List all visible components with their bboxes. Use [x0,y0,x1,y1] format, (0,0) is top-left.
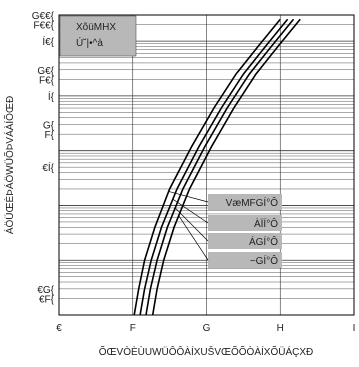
series-leader-line [172,198,209,224]
series-label: VæMFGÍ°Ô [226,196,279,209]
legend: XõüMHX Ú˘|•^à [59,15,137,57]
series-label-bg [208,233,282,249]
y-tick-label: G€{ [37,66,54,77]
x-tick-label: € [56,323,62,334]
x-tick-label: G [203,323,211,334]
series-line-2 [139,18,289,316]
legend-title-line2: Ú˘|•^à [76,36,103,49]
y-tick-label: F€€{ [33,21,54,32]
curves [133,18,301,316]
y-tick-label: F€{ [39,75,55,86]
series-label: −GÍ°Ô [250,254,278,267]
x-tick-labels: € F G H I [56,323,355,334]
x-tick-label: H [277,323,284,334]
series-leader-line [174,207,209,242]
y-tick-label: G{ [43,121,55,132]
series-labels: VæMFGÍ°Ô ÀÏÍ°Ô ÁGÍ°Ô −GÍ°Ô [168,191,282,268]
plot-frame [58,14,355,316]
y-tick-label: €Í{ [42,161,54,174]
series-label-bg [208,252,282,268]
series-label: ÁGÍ°Ô [249,235,278,248]
y-tick-label: G€€{ [32,11,55,22]
series-label-bg [208,215,282,231]
series-label-bg [208,194,282,210]
legend-title-line1: XõüMHX [76,22,116,33]
y-tick-label: F{ [45,130,55,141]
series-line-4 [151,18,301,316]
legend-box [59,15,137,57]
x-axis-label: ÕŒVÒÈÙUWÜÔÔÀÍXUŠVŒÕÕÒÀÍXÕÜÁÇXÐ [99,345,313,358]
series-line-1 [133,18,281,316]
series-line-3 [145,18,295,316]
x-tick-label: I [353,323,356,334]
y-axis-label: ÁÖÜŒÈÞÁÖWÜÕÞVÁÀÍÕŒÐ [3,96,16,234]
y-tick-label: €G{ [37,285,54,296]
y-tick-labels: G€€{F€€{ Í€{ G€{F€{ Í{ G{F{ €Í{ €G{€F{ [32,11,55,306]
series-leader-line [178,215,209,261]
series-label: ÀÏÍ°Ô [254,217,278,230]
y-tick-label: Í€{ [42,35,54,48]
x-tick-label: F [130,323,136,334]
grid [59,14,354,316]
series-leader-line [168,191,209,203]
y-tick-label: €F{ [39,295,55,306]
y-tick-label: Í{ [48,90,55,103]
